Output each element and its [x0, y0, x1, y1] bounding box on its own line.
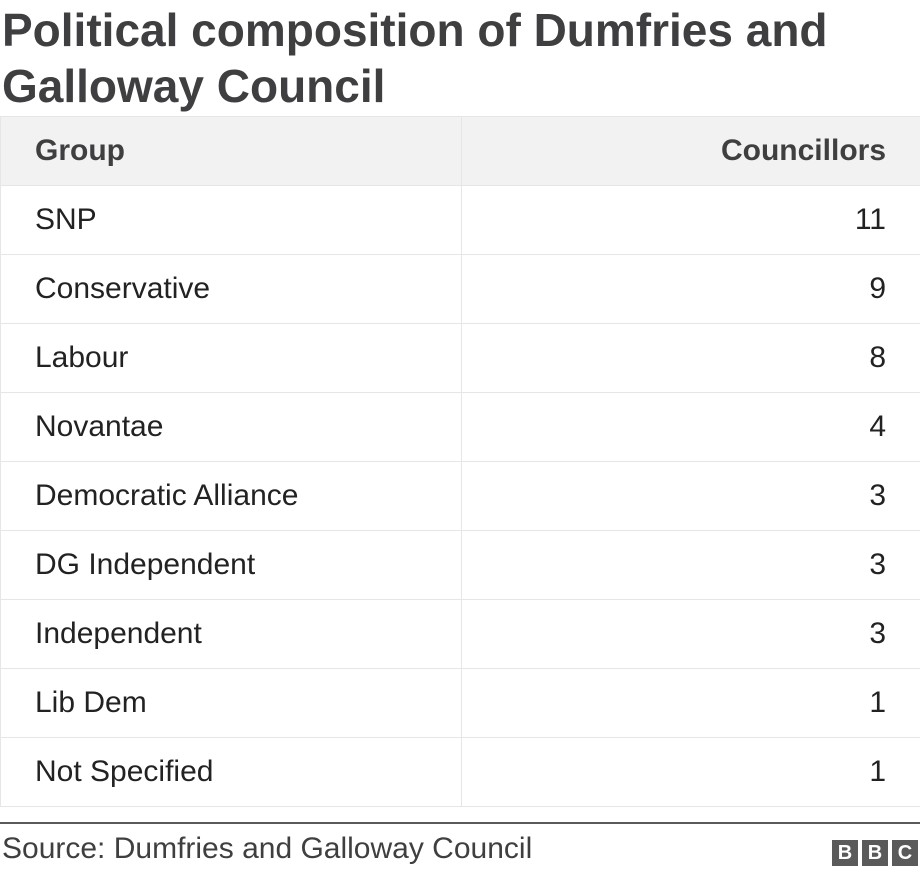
group-name-cell: Not Specified: [0, 737, 462, 807]
group-name-cell: Conservative: [0, 254, 462, 324]
councillors-count-cell: 1: [461, 737, 920, 807]
table-row: Not Specified 1: [0, 737, 920, 807]
group-name-cell: Labour: [0, 323, 462, 393]
table-row: Democratic Alliance 3: [0, 461, 920, 531]
table-row: SNP 11: [0, 185, 920, 255]
councillors-count-cell: 1: [461, 668, 920, 738]
bbc-logo-block: C: [892, 840, 918, 866]
councillors-count-cell: 8: [461, 323, 920, 393]
councillors-count-cell: 3: [461, 461, 920, 531]
group-name-cell: Democratic Alliance: [0, 461, 462, 531]
group-name-cell: DG Independent: [0, 530, 462, 600]
column-header-group: Group: [0, 116, 462, 186]
group-name-cell: SNP: [0, 185, 462, 255]
chart-title: Political composition of Dumfries and Ga…: [2, 4, 828, 112]
table-row: Labour 8: [0, 323, 920, 393]
table-body: SNP 11 Conservative 9 Labour 8 Novantae 4 Democr…: [0, 185, 920, 807]
group-name-cell: Novantae: [0, 392, 462, 462]
group-name-cell: Independent: [0, 599, 462, 669]
table-row: Independent 3: [0, 599, 920, 669]
bbc-logo-block: B: [862, 840, 888, 866]
composition-table: Group Councillors SNP 11 Conservative 9 Labo…: [0, 116, 920, 807]
table-header-row: Group Councillors: [0, 116, 920, 186]
bbc-logo-block: B: [832, 840, 858, 866]
table-row: DG Independent 3: [0, 530, 920, 600]
footer-divider: [0, 822, 920, 824]
councillors-count-cell: 11: [461, 185, 920, 255]
source-note: Source: Dumfries and Galloway Council: [2, 832, 533, 865]
table-row: Lib Dem 1: [0, 668, 920, 738]
table-row: Novantae 4: [0, 392, 920, 462]
councillors-count-cell: 3: [461, 530, 920, 600]
column-header-councillors: Councillors: [461, 116, 920, 186]
table-row: Conservative 9: [0, 254, 920, 324]
councillors-count-cell: 3: [461, 599, 920, 669]
group-name-cell: Lib Dem: [0, 668, 462, 738]
councillors-count-cell: 4: [461, 392, 920, 462]
councillors-count-cell: 9: [461, 254, 920, 324]
bbc-logo: B B C: [832, 840, 918, 866]
